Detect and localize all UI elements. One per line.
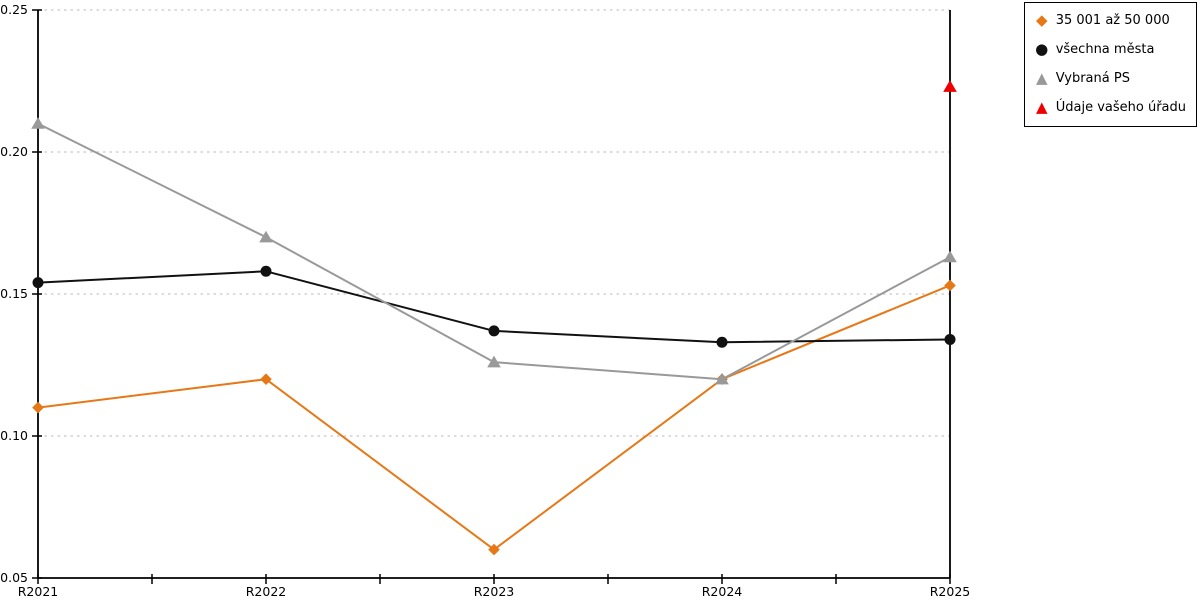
svg-text:R2023: R2023 xyxy=(474,584,515,599)
svg-text:0.10: 0.10 xyxy=(0,428,28,443)
legend: ◆ 35 001 až 50 000 ● všechna města ▲ Vyb… xyxy=(1023,2,1197,127)
legend-item: ◆ 35 001 až 50 000 xyxy=(1034,10,1186,31)
triangle-marker-icon: ▲ xyxy=(1035,69,1048,87)
svg-text:0.20: 0.20 xyxy=(0,144,28,159)
diamond-marker-icon: ◆ xyxy=(1035,11,1048,29)
legend-label: Vybraná PS xyxy=(1055,71,1130,86)
triangle-marker-icon: ▲ xyxy=(1035,98,1048,116)
svg-text:0.05: 0.05 xyxy=(0,570,28,585)
svg-text:0.15: 0.15 xyxy=(0,286,28,301)
legend-label: všechna města xyxy=(1055,42,1155,57)
legend-item: ▲ Údaje vašeho úřadu xyxy=(1034,97,1186,118)
svg-text:0.25: 0.25 xyxy=(0,2,28,17)
legend-label: Údaje vašeho úřadu xyxy=(1055,100,1186,115)
svg-text:R2021: R2021 xyxy=(18,584,59,599)
legend-label: 35 001 až 50 000 xyxy=(1055,13,1170,28)
svg-text:R2022: R2022 xyxy=(246,584,287,599)
circle-marker-icon: ● xyxy=(1035,40,1049,58)
svg-text:R2024: R2024 xyxy=(702,584,743,599)
legend-item: ● všechna města xyxy=(1034,39,1186,60)
svg-text:R2025: R2025 xyxy=(930,584,971,599)
legend-item: ▲ Vybraná PS xyxy=(1034,68,1186,89)
